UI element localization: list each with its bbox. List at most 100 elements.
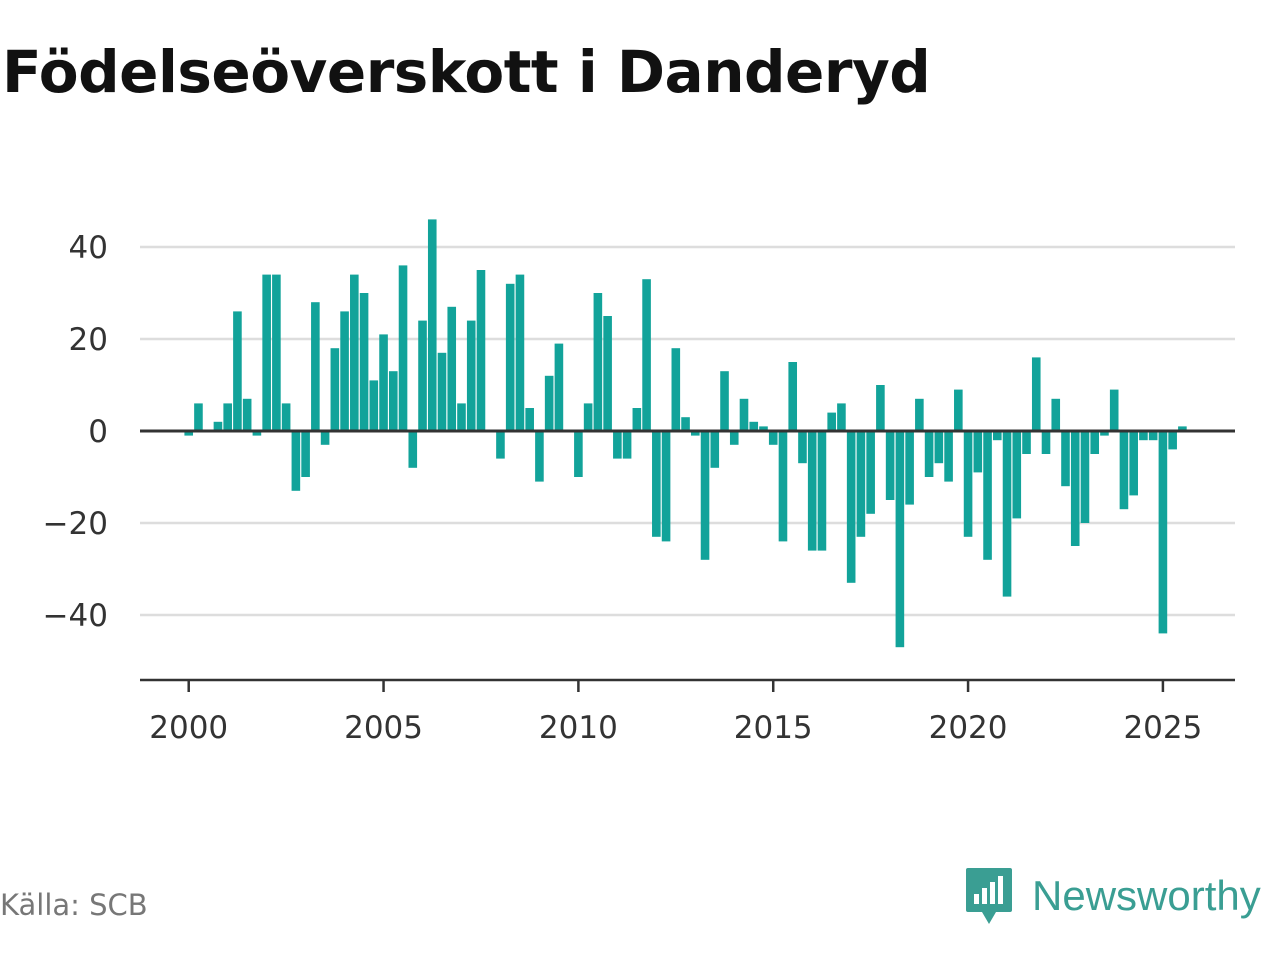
bar bbox=[915, 398, 924, 431]
y-tick-label: 20 bbox=[69, 322, 108, 358]
bar bbox=[866, 431, 875, 514]
bar bbox=[535, 431, 544, 482]
chart-title: Födelseöverskott i Danderyd bbox=[2, 38, 931, 106]
bar bbox=[885, 431, 895, 500]
bar bbox=[281, 403, 291, 431]
bar bbox=[963, 431, 973, 537]
bar bbox=[788, 362, 798, 431]
bar bbox=[613, 431, 622, 459]
bar bbox=[603, 316, 612, 431]
bar bbox=[934, 431, 944, 464]
y-axis: 40 20 0 −20 −40 bbox=[43, 230, 108, 634]
bar bbox=[1109, 389, 1119, 431]
bar bbox=[807, 431, 817, 551]
bar bbox=[856, 431, 866, 537]
bar bbox=[583, 403, 593, 431]
bar bbox=[272, 274, 281, 431]
bar bbox=[544, 375, 554, 431]
x-tick-label: 2005 bbox=[344, 710, 423, 746]
brand-logo: Newsworthy bbox=[964, 866, 1261, 926]
bar bbox=[593, 293, 603, 431]
bar bbox=[720, 371, 729, 431]
bar bbox=[476, 270, 486, 431]
bar bbox=[1139, 431, 1148, 441]
bar bbox=[944, 431, 953, 482]
bar bbox=[398, 265, 408, 431]
bar bbox=[846, 431, 856, 583]
bar bbox=[759, 426, 768, 431]
bar bbox=[1002, 431, 1012, 597]
bar bbox=[194, 403, 203, 431]
bar bbox=[710, 431, 720, 468]
bar bbox=[359, 293, 369, 431]
bar bbox=[1070, 431, 1080, 546]
bar bbox=[242, 398, 252, 431]
x-tick-label: 2020 bbox=[929, 710, 1008, 746]
bar bbox=[379, 334, 388, 431]
bar bbox=[642, 279, 651, 431]
bar bbox=[993, 431, 1002, 441]
bar bbox=[1148, 431, 1158, 441]
bar bbox=[184, 431, 194, 436]
bar bbox=[690, 431, 700, 436]
bar bbox=[291, 431, 301, 491]
bar bbox=[223, 403, 232, 431]
bar bbox=[574, 431, 583, 477]
bar bbox=[1080, 431, 1090, 523]
bar bbox=[661, 431, 671, 542]
bar bbox=[1168, 431, 1177, 450]
bar bbox=[749, 421, 759, 431]
brand-name: Newsworthy bbox=[1032, 872, 1261, 919]
bar bbox=[798, 431, 807, 464]
bar bbox=[817, 431, 827, 551]
bar bbox=[876, 385, 885, 431]
bar bbox=[554, 343, 564, 431]
bar bbox=[350, 274, 359, 431]
bar bbox=[457, 403, 466, 431]
bar bbox=[496, 431, 505, 459]
bar bbox=[983, 431, 992, 560]
bar bbox=[427, 219, 437, 431]
bar bbox=[340, 311, 349, 431]
gridlines bbox=[140, 245, 1235, 617]
bar bbox=[895, 431, 905, 648]
bar bbox=[1061, 431, 1070, 487]
bar bbox=[729, 431, 739, 445]
newsworthy-logo-icon bbox=[966, 868, 1012, 924]
bar bbox=[632, 408, 642, 431]
bar bbox=[739, 398, 749, 431]
bar bbox=[681, 417, 690, 431]
bar bbox=[1012, 431, 1022, 519]
bar bbox=[447, 306, 457, 431]
bar bbox=[388, 371, 398, 431]
bar bbox=[973, 431, 983, 473]
bar bbox=[437, 352, 447, 431]
bar bbox=[301, 431, 310, 477]
bar bbox=[1129, 431, 1138, 496]
bar bbox=[330, 348, 340, 431]
x-tick-label: 2000 bbox=[149, 710, 228, 746]
bar bbox=[369, 380, 379, 431]
bar bbox=[622, 431, 632, 459]
bar bbox=[1031, 357, 1041, 431]
bar bbox=[905, 431, 914, 505]
bar bbox=[671, 348, 681, 431]
y-tick-label: 0 bbox=[88, 414, 108, 450]
bar bbox=[311, 302, 320, 431]
x-tick-label: 2010 bbox=[539, 710, 618, 746]
bar bbox=[525, 408, 534, 431]
bar bbox=[320, 431, 330, 445]
bar bbox=[1119, 431, 1129, 510]
x-tick-label: 2015 bbox=[734, 710, 813, 746]
bar bbox=[1022, 431, 1031, 454]
bar bbox=[827, 412, 836, 431]
bar bbox=[515, 274, 525, 431]
bar bbox=[954, 389, 963, 431]
y-tick-label: −40 bbox=[43, 598, 108, 634]
bar bbox=[213, 421, 223, 431]
bar bbox=[1051, 398, 1061, 431]
bar bbox=[924, 431, 934, 477]
x-axis: 2000 2005 2010 2015 2020 2025 bbox=[149, 680, 1202, 746]
y-tick-label: 40 bbox=[69, 230, 108, 266]
bar bbox=[778, 431, 788, 542]
